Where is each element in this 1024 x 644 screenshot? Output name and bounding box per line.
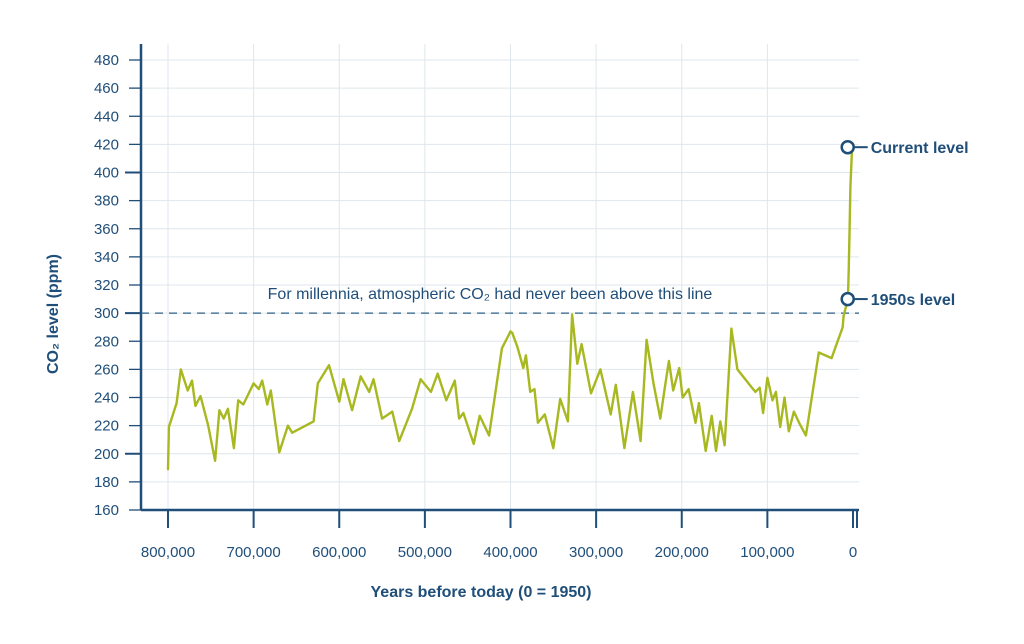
y-axis-title: CO₂ level (ppm): [45, 254, 62, 374]
x-tick-label-300000: 300,000: [569, 544, 623, 561]
current-level-marker: [840, 139, 855, 155]
y-tick-label-460: 460: [94, 80, 119, 97]
current-level-label: Current level: [871, 140, 969, 157]
x-tick-label-800000: 800,000: [141, 544, 195, 561]
y-tick-label-280: 280: [94, 333, 119, 350]
x-tick-label-700000: 700,000: [227, 544, 281, 561]
y-tick-label-160: 160: [94, 502, 119, 519]
axes: 160 180 200 220 240 260 280 300 320 340 360 380 400 4…: [94, 44, 859, 561]
x-tick-label-200000: 200,000: [655, 544, 709, 561]
x-tick-label-400000: 400,000: [483, 544, 537, 561]
y-tick-label-480: 480: [94, 52, 119, 69]
y-tick-label-200: 200: [94, 446, 119, 463]
grid: [141, 44, 859, 510]
y-tick-label-220: 220: [94, 418, 119, 435]
x-tick-label-0: 0: [849, 544, 857, 561]
y-tick-label-360: 360: [94, 221, 119, 238]
y-tick-label-260: 260: [94, 361, 119, 378]
y-tick-label-380: 380: [94, 193, 119, 210]
y-tick-label-340: 340: [94, 249, 119, 266]
y-tick-label-300: 300: [94, 305, 119, 322]
y-tick-label-440: 440: [94, 108, 119, 125]
x-tick-label-500000: 500,000: [398, 544, 452, 561]
x-tick-label-600000: 600,000: [312, 544, 366, 561]
co2-series-line: [166, 146, 854, 471]
annotations: Current level 1950s level: [840, 139, 969, 309]
x-axis-title: Years before today (0 = 1950): [371, 584, 592, 601]
1950s-level-marker: [840, 291, 855, 307]
y-tick-label-420: 420: [94, 136, 119, 153]
reference-line-group: For millennia, atmospheric CO₂ had never…: [141, 286, 859, 314]
y-tick-label-240: 240: [94, 390, 119, 407]
1950s-level-label: 1950s level: [871, 292, 956, 309]
y-tick-label-180: 180: [94, 474, 119, 491]
series-group: [166, 146, 854, 471]
x-tick-label-100000: 100,000: [740, 544, 794, 561]
y-tick-label-400: 400: [94, 165, 119, 182]
y-tick-label-320: 320: [94, 277, 119, 294]
reference-line-label: For millennia, atmospheric CO₂ had never…: [268, 286, 713, 303]
